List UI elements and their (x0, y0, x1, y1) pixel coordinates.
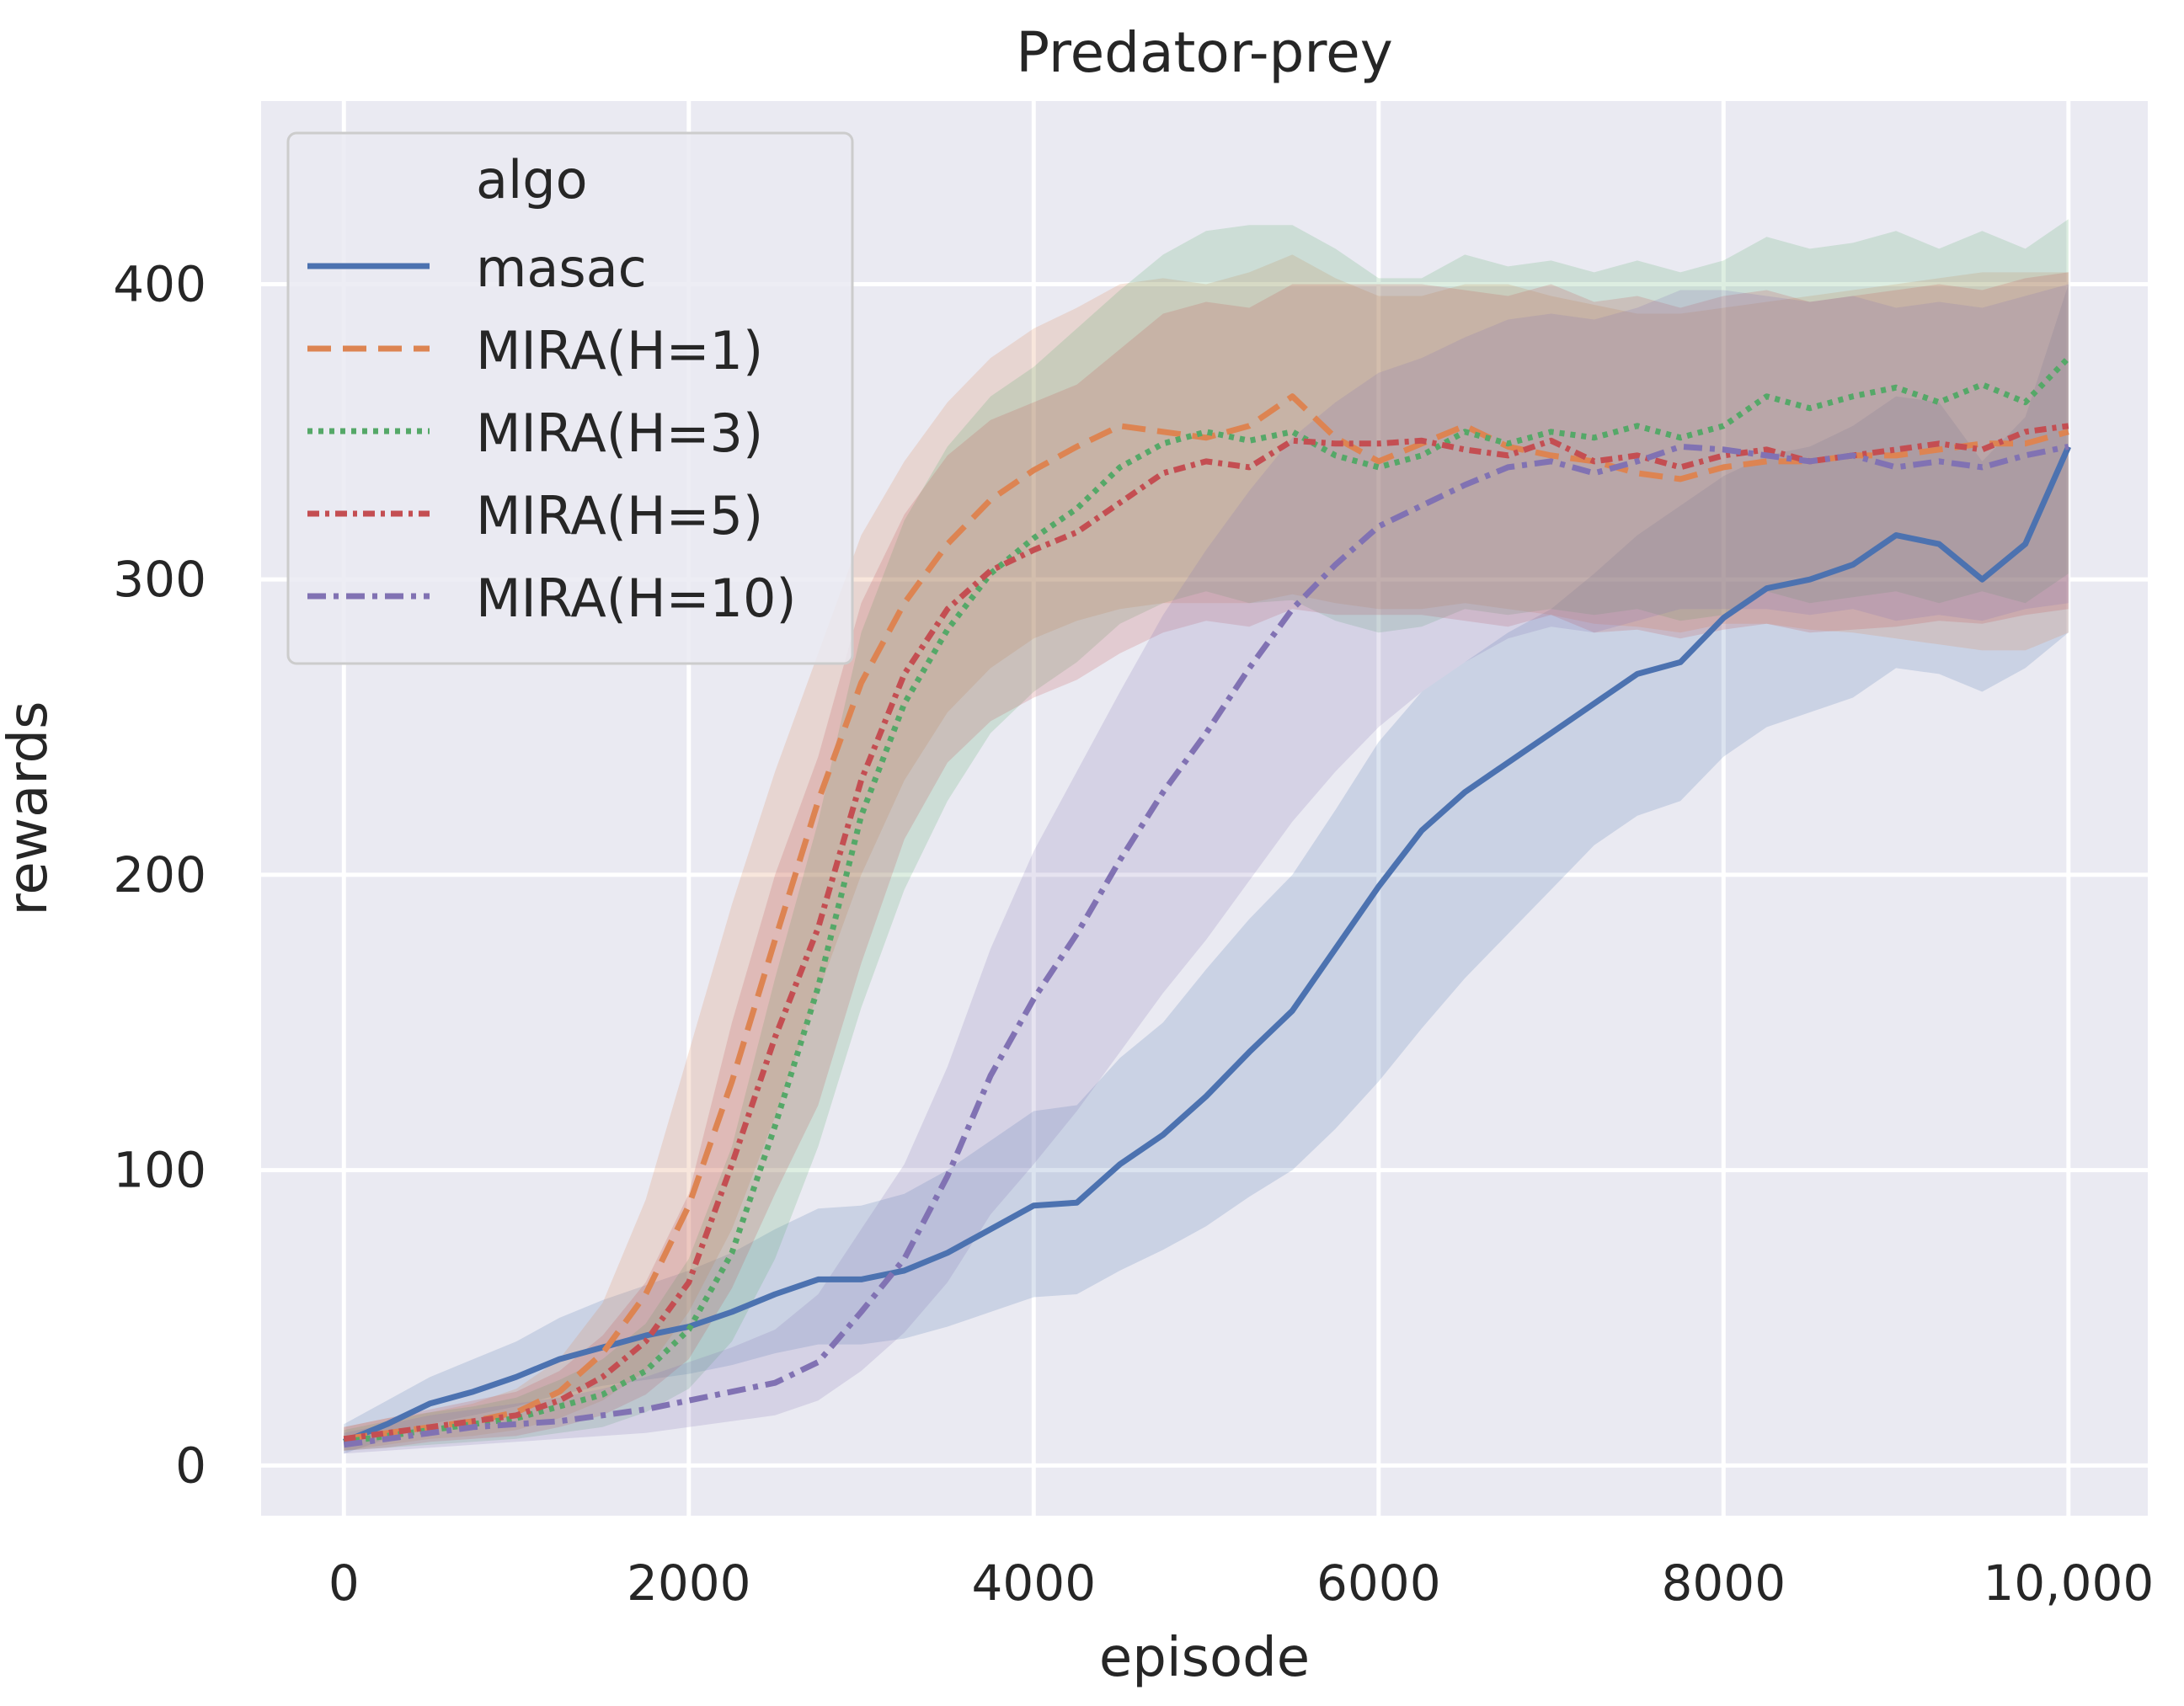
x-tick-label: 4000 (971, 1554, 1096, 1612)
y-tick-label: 100 (113, 1142, 206, 1199)
x-tick-label: 8000 (1662, 1554, 1786, 1612)
y-tick-label: 300 (113, 551, 206, 608)
y-axis-label: rewards (0, 701, 60, 916)
band-mira-h-3 (344, 219, 2069, 1451)
band-masac (344, 284, 2069, 1454)
y-tick-label: 400 (113, 255, 206, 312)
series-line-mira-h-10 (343, 443, 2069, 1448)
x-tick-label: 0 (328, 1554, 360, 1612)
band-mira-h-5 (344, 272, 2069, 1451)
legend-label-mira-h-10: MIRA(H=10) (476, 568, 797, 629)
y-tick-label: 200 (113, 846, 206, 904)
legend-label-mira-h-1: MIRA(H=1) (476, 320, 763, 381)
series-line-mira-h-5 (343, 423, 2069, 1442)
legend-entries: masac MIRA(H=1) MIRA(H=3) MIRA(H=5) MIRA(H=1… (307, 237, 797, 629)
band-mira-h-10 (344, 284, 2069, 1454)
tick-labels: 0 2000 4000 6000 8000 10,000 0 100 200 300 400 (113, 255, 2154, 1612)
series-lines (342, 355, 2072, 1448)
series-line-mira-h-3 (343, 355, 2071, 1445)
series-line-masac (342, 445, 2072, 1445)
legend-label-mira-h-3: MIRA(H=3) (476, 403, 763, 464)
grid (261, 101, 2148, 1516)
x-tick-label: 6000 (1316, 1554, 1441, 1612)
y-tick-label: 0 (175, 1437, 206, 1494)
legend-label-mira-h-5: MIRA(H=5) (476, 485, 763, 546)
confidence-bands (344, 219, 2069, 1454)
legend-title: algo (476, 149, 588, 211)
series-line-mira-h-1 (343, 393, 2069, 1442)
x-tick-label: 10,000 (1983, 1554, 2154, 1612)
band-mira-h-1 (344, 254, 2069, 1451)
legend-label-masac: masac (476, 237, 647, 299)
chart-title: Predator-prey (1016, 20, 1393, 85)
legend: algo masac MIRA(H=1) MIRA(H=3) MIRA(H=5) MIR… (286, 131, 854, 665)
x-axis-label: episode (1099, 1627, 1310, 1689)
x-tick-label: 2000 (627, 1554, 751, 1612)
